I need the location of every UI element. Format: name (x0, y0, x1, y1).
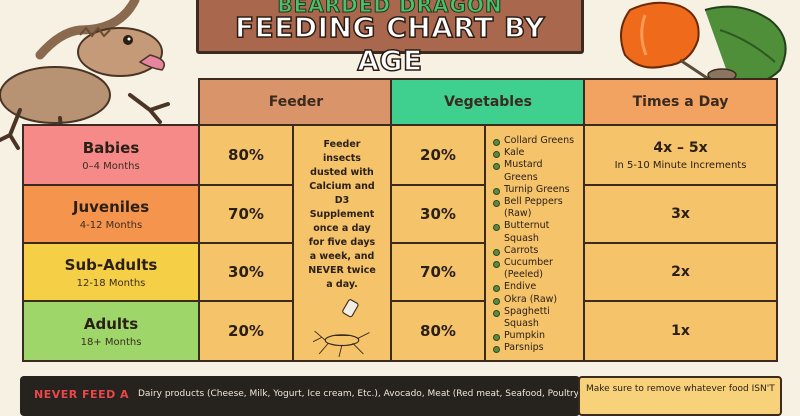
title-banner: BEARDED DRAGON FEEDING CHART BY AGE (196, 0, 584, 78)
veg-pct-babies: 20% (390, 124, 486, 186)
feeder-note-warning: NEVER twice a day. (308, 265, 376, 290)
cricket-icon (312, 299, 370, 358)
age-name: Babies (82, 138, 140, 157)
age-range: 0–4 Months (82, 160, 140, 172)
header-times: Times a Day (583, 78, 778, 126)
age-name: Adults (83, 314, 139, 333)
times-value: 4x – 5x (653, 139, 708, 156)
times-juveniles: 3x (583, 184, 778, 244)
list-item: Spaghetti Squash (492, 306, 579, 330)
list-item: Mustard Greens (492, 159, 579, 183)
banner-top-text: BEARDED DRAGON (277, 0, 503, 18)
page-title: FEEDING CHART BY AGE (234, 10, 546, 78)
times-subadults: 2x (583, 242, 778, 302)
row-label-juveniles: Juveniles 4-12 Months (22, 184, 200, 244)
list-item: Carrots (492, 245, 579, 257)
never-feed-label: NEVER FEED A (34, 388, 130, 401)
list-item: Butternut Squash (492, 220, 579, 244)
row-label-babies: Babies 0–4 Months (22, 124, 200, 186)
vegetables-illustration (620, 1, 787, 85)
feeder-pct-juveniles: 70% (198, 184, 294, 244)
age-name: Sub-Adults (64, 255, 158, 274)
tip-text: Make sure to remove whatever food ISN'T (586, 384, 775, 394)
vegetable-list-cell: Collard Greens Kale Mustard Greens Turni… (484, 124, 585, 362)
list-item: Okra (Raw) (492, 294, 579, 306)
veg-pct-subadults: 70% (390, 242, 486, 302)
feeder-note: Feeder insects dusted with Calcium and D… (294, 138, 390, 292)
bearded-dragon-illustration (0, 0, 170, 152)
times-adults: 1x (583, 300, 778, 362)
age-name: Juveniles (72, 197, 150, 216)
tip-box: Make sure to remove whatever food ISN'T (578, 376, 782, 416)
vegetable-list: Collard Greens Kale Mustard Greens Turni… (492, 135, 583, 355)
feeder-pct-subadults: 30% (198, 242, 294, 302)
age-range: 4-12 Months (79, 219, 143, 231)
list-item: Turnip Greens (492, 184, 579, 196)
header-feeder: Feeder (198, 78, 394, 126)
header-vegetables: Vegetables (390, 78, 586, 126)
list-item: Kale (492, 147, 579, 159)
times-note: In 5-10 Minute Increments (614, 159, 747, 171)
feeder-note-cell: Feeder insects dusted with Calcium and D… (292, 124, 392, 362)
feeder-pct-adults: 20% (198, 300, 294, 362)
list-item: Pumpkin (492, 330, 579, 342)
list-item: Bell Peppers (Raw) (492, 196, 579, 220)
list-item: Parsnips (492, 342, 579, 354)
never-feed-text: Dairy products (Cheese, Milk, Yogurt, Ic… (138, 389, 582, 399)
never-feed-bar: NEVER FEED A Dairy products (Cheese, Mil… (20, 376, 582, 416)
feeder-note-text: Feeder insects dusted with Calcium and D… (308, 139, 376, 262)
veg-pct-juveniles: 30% (390, 184, 486, 244)
list-item: Collard Greens (492, 135, 579, 147)
list-item: Cucumber (Peeled) (492, 257, 579, 281)
age-range: 12-18 Months (76, 277, 146, 289)
row-label-adults: Adults 18+ Months (22, 300, 200, 362)
row-label-subadults: Sub-Adults 12-18 Months (22, 242, 200, 302)
veg-pct-adults: 80% (390, 300, 486, 362)
times-babies: 4x – 5x In 5-10 Minute Increments (583, 124, 778, 186)
age-range: 18+ Months (80, 336, 142, 348)
list-item: Endive (492, 281, 579, 293)
feeder-pct-babies: 80% (198, 124, 294, 186)
